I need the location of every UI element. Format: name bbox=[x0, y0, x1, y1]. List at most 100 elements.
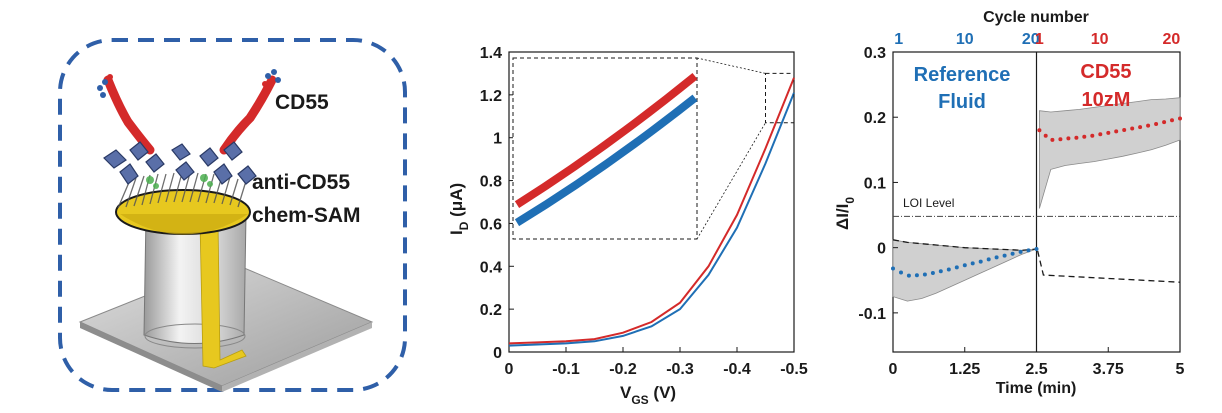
y-tick-label: 0.2 bbox=[864, 110, 886, 127]
reference-series-point bbox=[891, 266, 895, 271]
cd55-series-point bbox=[1050, 137, 1055, 142]
cd55-protein-right bbox=[219, 69, 281, 155]
y-tick-label: 0 bbox=[877, 241, 886, 258]
reference-series-point bbox=[970, 261, 975, 266]
reference-envelope-line bbox=[892, 239, 1037, 251]
x-tick-label: 2.5 bbox=[1025, 361, 1047, 378]
cd55-series-point bbox=[1114, 129, 1119, 134]
cd55-error-band bbox=[1039, 97, 1181, 209]
reference-series-point bbox=[1002, 253, 1007, 258]
reference-series-point bbox=[922, 272, 927, 277]
zoom-connector bbox=[696, 122, 766, 240]
reference-series-point bbox=[938, 269, 943, 274]
cd55-series-point bbox=[1106, 130, 1111, 135]
top-tick-label: 20 bbox=[1022, 31, 1040, 48]
y-tick-label: 0 bbox=[493, 345, 502, 362]
svg-text:ID (μA): ID (μA) bbox=[447, 183, 471, 235]
cd55-series-point bbox=[1043, 133, 1048, 138]
cd55-series-point bbox=[1130, 126, 1135, 131]
reference-series-point bbox=[954, 265, 959, 270]
series-line-red bbox=[508, 77, 795, 345]
x-tick-label: 0 bbox=[889, 361, 898, 378]
x-tick-label: 0 bbox=[505, 361, 514, 378]
annotation-reference-1: Reference bbox=[914, 64, 1011, 86]
loi-label: LOI Level bbox=[903, 196, 954, 210]
top-tick-label: 10 bbox=[956, 31, 974, 48]
y-axis-label: ΔI/I0 bbox=[833, 197, 857, 230]
x-axis-label: Time (min) bbox=[996, 380, 1077, 397]
y-tick-label: 0.3 bbox=[864, 45, 886, 62]
y-tick-label: 0.1 bbox=[864, 175, 886, 192]
zoom-connector bbox=[696, 57, 766, 74]
cd55-series-point bbox=[1074, 135, 1079, 140]
cd55-series-point bbox=[1122, 128, 1127, 132]
dashed-frame bbox=[58, 38, 407, 392]
y-tick-label: 0.4 bbox=[480, 259, 502, 276]
inset-series-blue bbox=[514, 94, 698, 227]
y-axis-label: ID (μA) bbox=[447, 183, 471, 235]
top-tick-label: 10 bbox=[1091, 31, 1109, 48]
antibody-icon bbox=[103, 141, 257, 185]
x-tick-label: -0.2 bbox=[609, 361, 637, 378]
protein-icon bbox=[97, 69, 281, 155]
cd55-series-point bbox=[1138, 125, 1143, 130]
cd55-series-point bbox=[1098, 132, 1103, 137]
x-tick-label: -0.1 bbox=[552, 361, 580, 378]
reference-series-point bbox=[906, 273, 911, 278]
zoom-region bbox=[765, 72, 795, 124]
svg-text:VGS (V): VGS (V) bbox=[620, 383, 676, 407]
y-tick-label: 0.8 bbox=[480, 174, 502, 191]
reference-series-point bbox=[1010, 251, 1015, 256]
panel-a-schematic: CD55 anti-CD55 chem-SAM bbox=[58, 38, 407, 392]
plot-frame bbox=[508, 51, 795, 353]
reference-series-point bbox=[962, 263, 967, 268]
inset-series-red bbox=[514, 72, 698, 208]
cd55-series-point bbox=[1162, 120, 1167, 125]
cd55-series-point bbox=[1146, 123, 1151, 128]
reference-series-point bbox=[1018, 249, 1023, 254]
series-line-blue bbox=[508, 92, 795, 347]
top-tick-label: 1 bbox=[894, 31, 903, 48]
label-cd55: CD55 bbox=[275, 91, 329, 114]
reference-series-point bbox=[899, 270, 903, 275]
time-response-chart: 0 1.25 2.5 3.75 5-0.100.10.20.31 10 201 10 20 Cy… bbox=[833, 9, 1185, 397]
cd55-series-point bbox=[1082, 134, 1087, 139]
label-anti-cd55: anti-CD55 bbox=[252, 171, 350, 194]
top-tick-label: 20 bbox=[1162, 31, 1180, 48]
x-tick-label: 1.25 bbox=[949, 361, 980, 378]
reference-series-point bbox=[914, 273, 919, 278]
electrode-icon bbox=[78, 172, 374, 392]
y-tick-label: -0.1 bbox=[858, 306, 886, 323]
y-tick-label: 0.6 bbox=[480, 216, 502, 233]
y-tick-label: 1.4 bbox=[480, 45, 502, 62]
cd55-series-point bbox=[1037, 128, 1042, 133]
annotation-cd55-2: 10zM bbox=[1082, 89, 1131, 111]
cd55-series-point bbox=[1058, 137, 1063, 142]
reference-series-point bbox=[930, 271, 935, 275]
x-tick-label: -0.4 bbox=[723, 361, 751, 378]
cd55-protein-left bbox=[97, 74, 155, 155]
annotation-reference-2: Fluid bbox=[938, 91, 986, 113]
y-tick-label: 1 bbox=[493, 131, 502, 148]
reference-error-band bbox=[892, 239, 1037, 302]
reference-series-point bbox=[986, 257, 991, 262]
x-axis-label: VGS (V) bbox=[620, 383, 676, 407]
reference-series-point bbox=[946, 267, 951, 272]
iv-chart: 0 -0.1 -0.2 -0.3 -0.4 -0.5 0 0.2 0.4 0.6 0.8 1 1.2 1.… bbox=[447, 45, 808, 407]
reference-series-point bbox=[978, 259, 983, 264]
annotation-cd55-1: CD55 bbox=[1080, 61, 1131, 83]
top-tick-label: 1 bbox=[1035, 31, 1044, 48]
svg-text:ΔI/I0: ΔI/I0 bbox=[833, 197, 857, 230]
antigen-cluster-icon bbox=[146, 174, 213, 189]
cd55-series-point bbox=[1090, 133, 1095, 138]
label-chem-sam: chem-SAM bbox=[252, 204, 361, 227]
reference-series-point bbox=[994, 255, 999, 260]
reference-series-point bbox=[1026, 248, 1031, 253]
x-tick-label: -0.5 bbox=[780, 361, 808, 378]
cd55-series-point bbox=[1066, 136, 1071, 141]
y-tick-label: 1.2 bbox=[480, 88, 502, 105]
cd55-series-point bbox=[1170, 118, 1174, 123]
top-axis-label: Cycle number bbox=[983, 9, 1089, 26]
reference-series-point bbox=[1034, 247, 1039, 251]
threshold-envelope-line bbox=[1037, 250, 1181, 283]
